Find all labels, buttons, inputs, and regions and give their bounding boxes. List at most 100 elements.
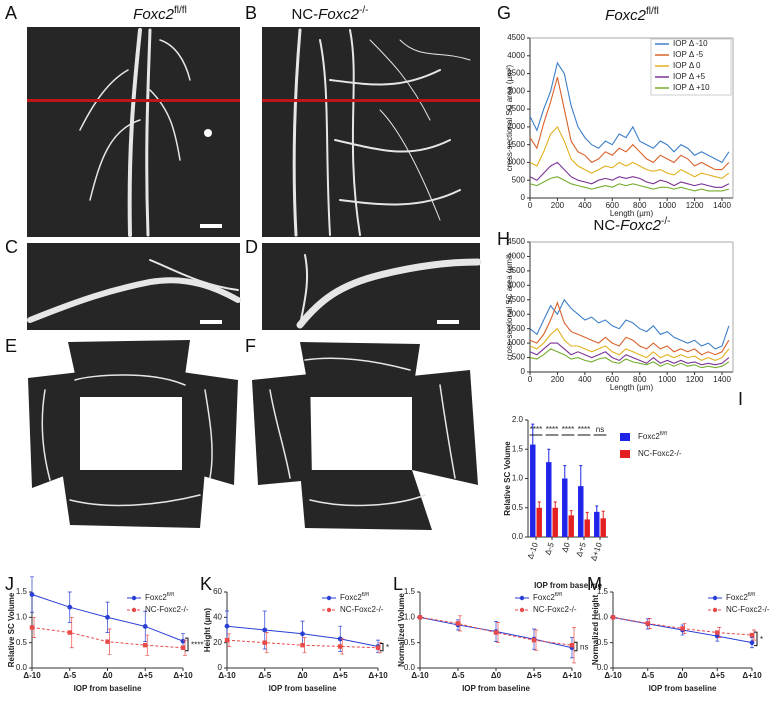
y-tick-label: 1.0	[597, 612, 609, 621]
legend-marker	[712, 595, 718, 601]
x-tick-label: Δ0	[677, 671, 688, 680]
marker	[300, 643, 305, 648]
marker	[67, 630, 72, 635]
significance: *	[760, 635, 763, 644]
x-tick-label: Δ+5	[138, 671, 153, 680]
x-tick-label: 1000	[658, 201, 676, 210]
y-tick-label: 4500	[507, 33, 525, 42]
x-tick-label: 1200	[686, 375, 704, 384]
x-tick-label: 1400	[713, 201, 731, 210]
bar	[584, 519, 590, 537]
legend-name: NC-Foxc2-/-	[340, 605, 384, 614]
series-line	[529, 161, 730, 188]
y-tick-label: 3500	[507, 69, 525, 78]
x-tick-label: 0	[528, 201, 533, 210]
y-axis-label: Height (µm)	[203, 608, 212, 652]
y-tick-label: 500	[512, 353, 526, 362]
title-text: Foxc2	[620, 217, 662, 234]
bar	[536, 507, 542, 537]
legend-marker	[712, 607, 718, 613]
marker	[749, 632, 755, 638]
legend-swatch	[620, 433, 630, 441]
significance: ns	[596, 425, 604, 434]
y-tick-label: 1500	[507, 324, 525, 333]
panel-label: J	[5, 574, 14, 594]
x-tick-label: Δ-5	[543, 541, 556, 556]
y-tick-label: 60	[213, 587, 222, 596]
y-tick-label: 2.0	[512, 415, 524, 424]
series-line	[529, 61, 730, 164]
legend-label: IOP Δ -5	[673, 50, 704, 59]
title-sup: -/-	[359, 5, 368, 16]
x-tick-label: 600	[606, 201, 620, 210]
bar	[530, 444, 536, 537]
x-tick-label: 1200	[686, 201, 704, 210]
legend-name: NC-Foxc2-/-	[145, 605, 189, 614]
panel-label: L	[393, 574, 403, 594]
title-text: Foxc2	[605, 7, 647, 24]
y-tick-label: 1000	[507, 158, 525, 167]
x-tick-label: Δ+5	[710, 671, 725, 680]
bar	[552, 507, 558, 537]
x-tick-label: Δ+10	[562, 671, 582, 680]
y-tick-label: 1.5	[597, 587, 609, 596]
legend-label: IOP Δ -10	[673, 39, 708, 48]
series-line	[529, 327, 730, 362]
error-bar	[595, 505, 599, 512]
marker	[29, 625, 35, 630]
legend-sup: fl/fl	[748, 592, 755, 598]
y-axis-label: cross-sectional SC area (µm²)	[505, 64, 514, 171]
y-tick-label: 1.0	[16, 612, 28, 621]
error-bar	[601, 510, 605, 519]
x-axis-label: Length (µm)	[610, 383, 654, 392]
legend-marker	[326, 607, 332, 613]
y-tick-label: 1.5	[404, 587, 416, 596]
legend-name: NC-Foxc2-/-	[533, 605, 577, 614]
legend-name: NC-Foxc2-/-	[638, 449, 682, 458]
panel-title: NC-Foxc2-/-	[292, 5, 369, 23]
legend-label: NC-Foxc2-/-	[726, 605, 770, 614]
y-axis-label: cross-sectional SC area (µm²)	[505, 253, 514, 360]
x-tick-label: Δ-5	[63, 671, 76, 680]
significance: ****	[578, 425, 590, 434]
significance-bracket	[754, 631, 758, 647]
y-tick-label: 4500	[507, 237, 525, 246]
marker	[375, 645, 381, 650]
y-tick-label: 0	[521, 367, 526, 376]
title-text: Foxc2	[318, 6, 360, 23]
marker	[715, 630, 720, 635]
significance: ns	[580, 643, 588, 652]
y-tick-label: 1.0	[404, 612, 416, 621]
x-tick-label: 600	[606, 375, 620, 384]
x-axis-label: IOP from baseline	[649, 684, 717, 693]
x-tick-label: 800	[633, 201, 647, 210]
x-tick-label: Δ+10	[589, 541, 604, 562]
y-axis-label: Relative SC Volume	[503, 441, 512, 516]
title-sup: fl/fl	[174, 5, 187, 16]
error-bar	[553, 501, 557, 508]
series-line	[529, 125, 730, 179]
significance-bracket	[380, 642, 384, 652]
legend-name: Foxc2	[533, 593, 555, 602]
title-text: Foxc2	[133, 6, 175, 23]
legend-name: Foxc2	[145, 593, 167, 602]
x-tick-label: Δ+10	[742, 671, 762, 680]
y-tick-label: 1500	[507, 140, 525, 149]
x-tick-label: 200	[551, 201, 565, 210]
panel-label: C	[5, 237, 18, 257]
marker	[610, 615, 616, 620]
legend-sup: fl/fl	[167, 592, 174, 598]
legend-marker	[131, 595, 137, 601]
x-tick-label: 200	[551, 375, 565, 384]
x-tick-label: 400	[578, 375, 592, 384]
significance: ****	[191, 641, 203, 650]
significance: *	[386, 643, 389, 652]
panel-label: D	[245, 237, 258, 257]
x-axis-label: IOP from baseline	[462, 684, 530, 693]
x-tick-label: Δ0	[560, 541, 572, 554]
marker	[300, 631, 305, 637]
legend-sup: fl/fl	[362, 592, 369, 598]
y-tick-label: 3000	[507, 280, 525, 289]
x-tick-label: Δ+10	[368, 671, 388, 680]
x-tick-label: Δ-5	[641, 671, 654, 680]
